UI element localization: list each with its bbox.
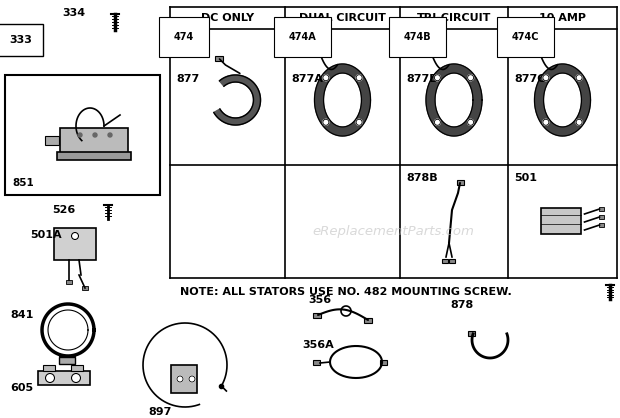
- Text: 474: 474: [174, 32, 194, 42]
- FancyBboxPatch shape: [313, 313, 321, 318]
- Text: eReplacementParts.com: eReplacementParts.com: [312, 225, 474, 239]
- Polygon shape: [214, 75, 260, 125]
- Text: 10 AMP: 10 AMP: [539, 13, 586, 23]
- FancyBboxPatch shape: [541, 208, 580, 234]
- FancyBboxPatch shape: [598, 215, 603, 219]
- Circle shape: [467, 75, 474, 81]
- FancyBboxPatch shape: [598, 207, 603, 211]
- Text: 877: 877: [176, 74, 199, 84]
- Text: 334: 334: [62, 8, 85, 18]
- FancyBboxPatch shape: [171, 365, 197, 393]
- Polygon shape: [426, 64, 482, 136]
- Circle shape: [543, 75, 549, 81]
- Circle shape: [467, 119, 474, 125]
- Text: 877A: 877A: [291, 74, 323, 84]
- Text: 526: 526: [52, 205, 75, 215]
- FancyBboxPatch shape: [422, 51, 431, 56]
- Text: 878: 878: [450, 300, 473, 310]
- Circle shape: [543, 119, 549, 125]
- Circle shape: [356, 75, 362, 81]
- FancyBboxPatch shape: [71, 365, 83, 371]
- Polygon shape: [534, 64, 590, 136]
- Circle shape: [71, 374, 81, 382]
- Text: 878B: 878B: [406, 173, 438, 183]
- Text: 877C: 877C: [514, 74, 546, 84]
- Circle shape: [576, 119, 582, 125]
- Text: 841: 841: [10, 310, 33, 320]
- Text: 897: 897: [148, 407, 171, 417]
- Text: 474B: 474B: [404, 32, 432, 42]
- Text: 501A: 501A: [30, 230, 61, 240]
- Text: 474C: 474C: [512, 32, 539, 42]
- Text: 851: 851: [12, 178, 33, 188]
- Circle shape: [323, 75, 329, 81]
- Circle shape: [93, 133, 97, 137]
- FancyBboxPatch shape: [215, 56, 223, 61]
- Circle shape: [189, 376, 195, 382]
- Circle shape: [45, 374, 55, 382]
- Polygon shape: [314, 64, 371, 136]
- Circle shape: [71, 232, 79, 240]
- FancyBboxPatch shape: [5, 75, 160, 195]
- FancyBboxPatch shape: [43, 365, 55, 371]
- Text: DC ONLY: DC ONLY: [201, 13, 254, 23]
- Text: 877B: 877B: [406, 74, 438, 84]
- FancyBboxPatch shape: [313, 360, 320, 365]
- Text: 501: 501: [514, 173, 537, 183]
- Circle shape: [108, 133, 112, 137]
- FancyBboxPatch shape: [468, 331, 475, 336]
- FancyBboxPatch shape: [449, 259, 455, 263]
- Text: 333: 333: [9, 35, 32, 45]
- FancyBboxPatch shape: [57, 152, 131, 160]
- Text: 356A: 356A: [302, 340, 334, 350]
- Circle shape: [356, 119, 362, 125]
- FancyBboxPatch shape: [45, 136, 59, 145]
- Text: NOTE: ALL STATORS USE NO. 482 MOUNTING SCREW.: NOTE: ALL STATORS USE NO. 482 MOUNTING S…: [180, 287, 511, 297]
- FancyBboxPatch shape: [311, 51, 320, 56]
- FancyBboxPatch shape: [60, 128, 128, 154]
- Text: TRI-CIRCUIT: TRI-CIRCUIT: [417, 13, 491, 23]
- Circle shape: [435, 119, 440, 125]
- Circle shape: [323, 119, 329, 125]
- FancyBboxPatch shape: [66, 280, 72, 284]
- Text: 474A: 474A: [289, 32, 317, 42]
- Circle shape: [576, 75, 582, 81]
- Circle shape: [177, 376, 183, 382]
- Text: 605: 605: [10, 383, 33, 393]
- FancyBboxPatch shape: [457, 180, 464, 185]
- FancyBboxPatch shape: [598, 223, 603, 227]
- FancyBboxPatch shape: [59, 357, 75, 364]
- FancyBboxPatch shape: [380, 360, 387, 365]
- Text: DUAL CIRCUIT: DUAL CIRCUIT: [299, 13, 386, 23]
- FancyBboxPatch shape: [54, 228, 96, 260]
- FancyBboxPatch shape: [82, 286, 88, 290]
- Circle shape: [78, 133, 82, 137]
- FancyBboxPatch shape: [38, 371, 90, 385]
- FancyBboxPatch shape: [442, 259, 448, 263]
- Circle shape: [435, 75, 440, 81]
- FancyBboxPatch shape: [531, 51, 539, 56]
- Text: 356: 356: [308, 295, 331, 305]
- FancyBboxPatch shape: [364, 318, 372, 323]
